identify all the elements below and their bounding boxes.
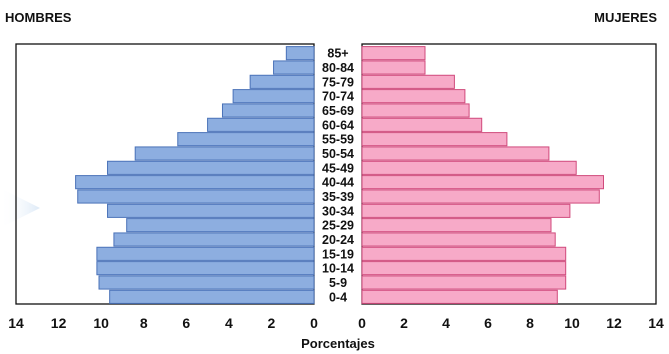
- mujeres-bar-85+: [361, 46, 426, 61]
- hombres-bar-40-44: [75, 175, 315, 190]
- mujeres-bar-25-29: [361, 218, 552, 233]
- mujeres-bars: [361, 46, 604, 304]
- age-label-25-29: 25-29: [322, 219, 354, 233]
- right-x-ticks: 0 2 4 6 8 10 12 14: [358, 315, 664, 331]
- hombres-bar-20-24: [113, 232, 315, 247]
- hombres-bar-60-64: [207, 117, 315, 132]
- right-x-tick-2: 2: [400, 315, 408, 331]
- age-label-15-19: 15-19: [322, 247, 354, 261]
- hombres-bar-45-49: [107, 160, 315, 175]
- right-x-tick-0: 0: [358, 315, 366, 331]
- left-x-tick-10: 10: [93, 315, 109, 331]
- mujeres-bar-5-9: [361, 275, 567, 290]
- left-x-tick-2: 2: [268, 315, 276, 331]
- age-label-55-59: 55-59: [322, 133, 354, 147]
- hombres-bar-30-34: [107, 203, 315, 218]
- right-x-tick-8: 8: [526, 315, 534, 331]
- hombres-bar-10-14: [96, 261, 315, 276]
- left-x-tick-8: 8: [140, 315, 148, 331]
- mujeres-bar-70-74: [361, 89, 466, 104]
- x-axis-title: Porcentajes: [301, 336, 375, 351]
- mujeres-bar-15-19: [361, 246, 567, 261]
- hombres-bar-70-74: [232, 89, 315, 104]
- hombres-bar-55-59: [177, 132, 315, 147]
- left-side-label: HOMBRES: [5, 10, 72, 25]
- mujeres-bar-35-39: [361, 189, 600, 204]
- left-x-ticks: 14 12 10 8 6 4 2 0: [8, 315, 318, 331]
- hombres-bar-65-69: [221, 103, 315, 118]
- age-label-70-74: 70-74: [322, 90, 354, 104]
- hombres-bar-0-4: [109, 289, 315, 304]
- age-label-45-49: 45-49: [322, 161, 354, 175]
- decorative-arrow-shape: [0, 188, 40, 228]
- right-x-tick-6: 6: [484, 315, 492, 331]
- left-x-tick-4: 4: [225, 315, 233, 331]
- age-label-85+: 85+: [327, 47, 348, 61]
- age-label-80-84: 80-84: [322, 61, 354, 75]
- left-x-tick-6: 6: [182, 315, 190, 331]
- right-x-tick-12: 12: [606, 315, 622, 331]
- mujeres-bar-65-69: [361, 103, 470, 118]
- mujeres-bar-60-64: [361, 117, 483, 132]
- age-label-10-14: 10-14: [322, 262, 354, 276]
- age-label-0-4: 0-4: [329, 290, 347, 304]
- age-label-5-9: 5-9: [329, 276, 347, 290]
- age-label-60-64: 60-64: [322, 118, 354, 132]
- hombres-bar-80-84: [273, 60, 315, 75]
- mujeres-bar-55-59: [361, 132, 508, 147]
- age-label-50-54: 50-54: [322, 147, 354, 161]
- mujeres-bar-10-14: [361, 261, 567, 276]
- age-label-40-44: 40-44: [322, 176, 354, 190]
- right-x-tick-4: 4: [442, 315, 450, 331]
- age-label-30-34: 30-34: [322, 204, 354, 218]
- age-label-75-79: 75-79: [322, 75, 354, 89]
- right-x-tick-14: 14: [648, 315, 664, 331]
- age-label-35-39: 35-39: [322, 190, 354, 204]
- mujeres-bar-45-49: [361, 160, 577, 175]
- mujeres-bar-75-79: [361, 74, 455, 89]
- left-x-tick-0: 0: [310, 315, 318, 331]
- hombres-bar-85+: [285, 46, 315, 61]
- left-x-tick-12: 12: [51, 315, 67, 331]
- hombres-bar-5-9: [98, 275, 315, 290]
- mujeres-bar-0-4: [361, 289, 558, 304]
- age-label-65-69: 65-69: [322, 104, 354, 118]
- mujeres-bar-30-34: [361, 203, 571, 218]
- hombres-bar-15-19: [96, 246, 315, 261]
- mujeres-bar-50-54: [361, 146, 550, 161]
- age-label-20-24: 20-24: [322, 233, 354, 247]
- mujeres-bar-20-24: [361, 232, 556, 247]
- right-x-tick-10: 10: [564, 315, 580, 331]
- hombres-bar-50-54: [134, 146, 315, 161]
- hombres-bars: [75, 46, 315, 304]
- hombres-bar-75-79: [249, 74, 315, 89]
- hombres-bar-25-29: [126, 218, 315, 233]
- mujeres-bar-40-44: [361, 175, 604, 190]
- age-group-labels: 85+80-8475-7970-7465-6960-6455-5950-5445…: [322, 47, 354, 305]
- right-side-label: MUJERES: [594, 10, 657, 25]
- mujeres-bar-80-84: [361, 60, 426, 75]
- hombres-bar-35-39: [77, 189, 315, 204]
- left-x-tick-14: 14: [8, 315, 24, 331]
